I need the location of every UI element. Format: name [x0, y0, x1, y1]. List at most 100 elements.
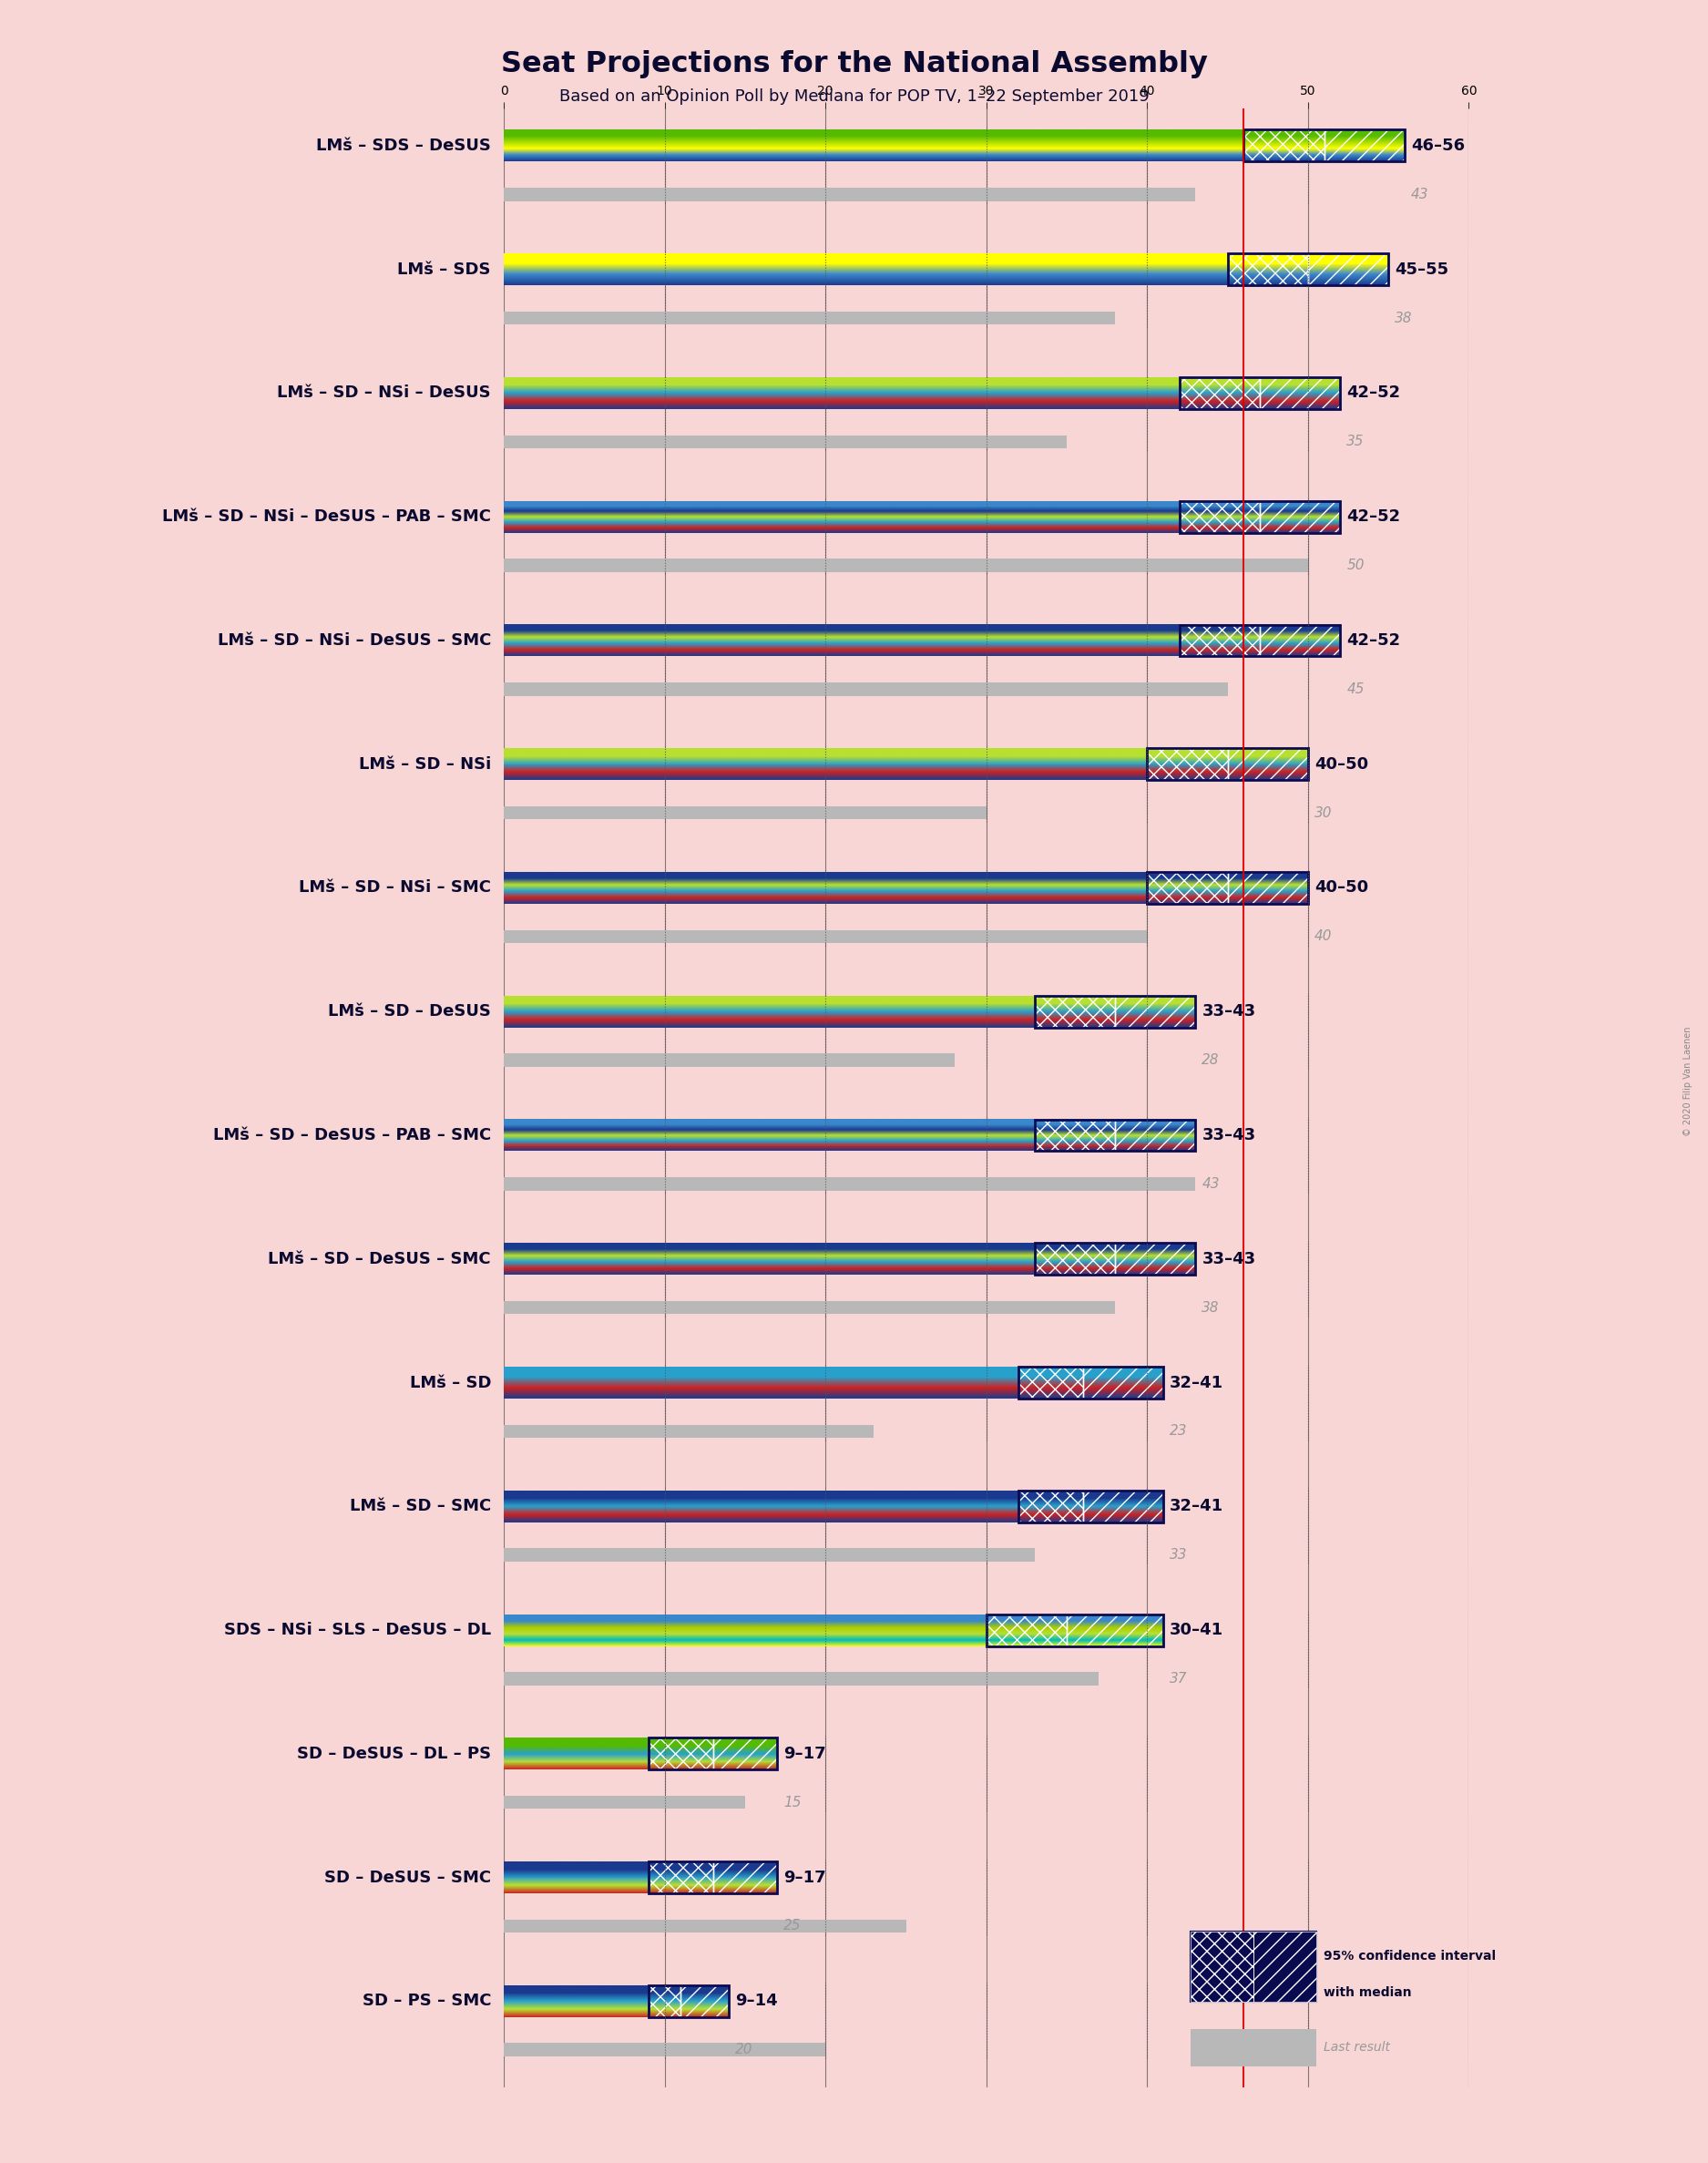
Text: 33–43: 33–43	[1202, 1250, 1255, 1268]
Text: 20: 20	[736, 2042, 753, 2057]
Text: LMš – SD – SMC: LMš – SD – SMC	[350, 1499, 490, 1514]
Bar	[504, 1425, 874, 1438]
Text: 40–50: 40–50	[1315, 880, 1368, 895]
Text: 30: 30	[1315, 807, 1332, 820]
Bar	[987, 1614, 1068, 1646]
Text: 23: 23	[1170, 1425, 1187, 1438]
Bar	[1254, 1932, 1317, 2001]
Text: LMš – SD – NSi – DeSUS – SMC: LMš – SD – NSi – DeSUS – SMC	[217, 632, 490, 649]
Text: 33–43: 33–43	[1202, 1004, 1255, 1019]
Bar	[1179, 376, 1341, 409]
Text: 33–43: 33–43	[1202, 1127, 1255, 1144]
Text: 15: 15	[784, 1795, 801, 1808]
Bar	[1018, 1367, 1163, 1399]
Text: 9–17: 9–17	[784, 1869, 827, 1886]
Text: LMš – SDS: LMš – SDS	[398, 262, 490, 277]
Bar	[1324, 130, 1404, 162]
Bar	[1190, 1932, 1254, 2001]
Bar	[1035, 995, 1196, 1027]
Text: 9–17: 9–17	[784, 1746, 827, 1763]
Text: 95% confidence interval: 95% confidence interval	[1324, 1949, 1496, 1962]
Text: LMš – SD – NSi – DeSUS – PAB – SMC: LMš – SD – NSi – DeSUS – PAB – SMC	[162, 508, 490, 526]
Text: 28: 28	[1202, 1053, 1220, 1066]
Bar	[1035, 1120, 1196, 1151]
Text: LMš – SD – NSi – DeSUS: LMš – SD – NSi – DeSUS	[277, 385, 490, 402]
Text: 42–52: 42–52	[1346, 632, 1401, 649]
Bar	[504, 930, 1148, 943]
Text: 50: 50	[1346, 558, 1365, 573]
Bar	[649, 1737, 712, 1769]
Bar	[987, 1614, 1163, 1646]
Text: LMš – SDS – DeSUS: LMš – SDS – DeSUS	[316, 138, 490, 154]
Bar	[1261, 376, 1341, 409]
Bar	[1035, 995, 1115, 1027]
Text: © 2020 Filip Van Laenen: © 2020 Filip Van Laenen	[1682, 1027, 1693, 1136]
Text: 9–14: 9–14	[736, 1992, 777, 2009]
Bar	[1083, 1367, 1163, 1399]
Bar	[1179, 502, 1261, 532]
Text: 38: 38	[1202, 1300, 1220, 1315]
Text: 45: 45	[1346, 681, 1365, 696]
Bar	[1035, 1120, 1115, 1151]
Bar	[1083, 1490, 1163, 1523]
Text: 33: 33	[1170, 1549, 1187, 1562]
Text: 46–56: 46–56	[1411, 138, 1465, 154]
Bar	[1115, 1120, 1196, 1151]
Bar	[681, 1986, 729, 2018]
Bar	[1228, 748, 1308, 781]
Bar	[712, 1862, 777, 1893]
Bar	[504, 1177, 1196, 1190]
Bar	[1035, 1244, 1196, 1274]
Bar	[1261, 502, 1341, 532]
Bar	[504, 188, 1196, 201]
Bar	[1179, 625, 1261, 655]
Bar	[1308, 253, 1389, 286]
Text: 32–41: 32–41	[1170, 1499, 1223, 1514]
Bar	[504, 1549, 1035, 1562]
Bar	[504, 2044, 825, 2057]
Text: 40–50: 40–50	[1315, 757, 1368, 772]
Text: Last result: Last result	[1324, 2042, 1390, 2055]
Bar	[1115, 995, 1196, 1027]
Text: 43: 43	[1411, 188, 1428, 201]
Text: 35: 35	[1346, 435, 1365, 448]
Bar	[504, 1672, 1098, 1685]
Text: 37: 37	[1170, 1672, 1187, 1685]
Bar	[1190, 1932, 1254, 2001]
Bar	[1190, 2029, 1317, 2066]
Text: 38: 38	[1395, 311, 1413, 324]
Bar	[712, 1737, 777, 1769]
Text: 40: 40	[1315, 930, 1332, 943]
Bar	[1228, 253, 1389, 286]
Bar	[504, 1053, 955, 1066]
Bar	[1068, 1614, 1163, 1646]
Text: Seat Projections for the National Assembly: Seat Projections for the National Assemb…	[500, 50, 1208, 78]
Bar	[1035, 1244, 1115, 1274]
Bar	[1243, 130, 1404, 162]
Bar	[504, 1919, 905, 1934]
Bar	[1228, 253, 1308, 286]
Bar	[649, 1862, 777, 1893]
Bar	[1148, 872, 1308, 904]
Bar	[649, 1986, 681, 2018]
Bar	[1254, 1932, 1317, 2001]
Text: SDS – NSi – SLS – DeSUS – DL: SDS – NSi – SLS – DeSUS – DL	[224, 1622, 490, 1637]
Bar	[504, 1300, 1115, 1315]
Bar	[1115, 1244, 1196, 1274]
Bar	[1148, 748, 1228, 781]
Text: Based on an Opinion Poll by Mediana for POP TV, 1–22 September 2019: Based on an Opinion Poll by Mediana for …	[559, 89, 1149, 106]
Text: SD – DeSUS – DL – PS: SD – DeSUS – DL – PS	[297, 1746, 490, 1763]
Bar	[1018, 1490, 1163, 1523]
Text: 32–41: 32–41	[1170, 1374, 1223, 1391]
Text: with median: with median	[1324, 1986, 1411, 1999]
Text: LMš – SD: LMš – SD	[410, 1374, 490, 1391]
Text: 42–52: 42–52	[1346, 385, 1401, 402]
Bar	[649, 1986, 729, 2018]
Text: 25: 25	[784, 1919, 801, 1934]
Bar	[504, 435, 1068, 448]
Bar	[649, 1862, 712, 1893]
Text: LMš – SD – NSi – SMC: LMš – SD – NSi – SMC	[299, 880, 490, 895]
Bar	[1228, 872, 1308, 904]
Bar	[504, 807, 987, 820]
Text: 30–41: 30–41	[1170, 1622, 1223, 1637]
